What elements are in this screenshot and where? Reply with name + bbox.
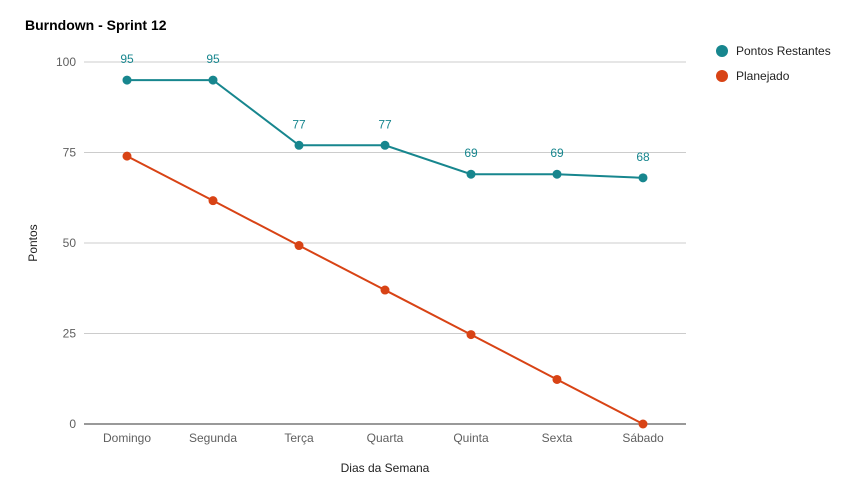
data-label: 95 bbox=[120, 52, 134, 66]
data-point bbox=[638, 173, 648, 183]
chart-title: Burndown - Sprint 12 bbox=[25, 17, 167, 33]
series-group: 95 95 77 77 69 69 68 bbox=[120, 52, 650, 429]
data-point bbox=[552, 169, 562, 179]
legend-marker bbox=[716, 70, 728, 82]
x-tick-label: Sexta bbox=[542, 431, 573, 445]
legend-item: Pontos Restantes bbox=[716, 44, 831, 58]
series-1 bbox=[122, 151, 648, 429]
data-label: 69 bbox=[464, 146, 478, 160]
x-axis-title: Dias da Semana bbox=[341, 461, 430, 475]
x-tick-label: Quarta bbox=[367, 431, 404, 445]
data-label: 77 bbox=[292, 117, 306, 131]
data-point bbox=[208, 75, 218, 85]
x-tick-label: Quinta bbox=[453, 431, 489, 445]
grid-lines bbox=[84, 61, 686, 334]
data-point bbox=[638, 419, 648, 429]
data-point bbox=[552, 374, 562, 384]
data-point bbox=[208, 196, 218, 206]
x-tick-label: Sábado bbox=[622, 431, 664, 445]
data-point bbox=[380, 285, 390, 295]
data-point bbox=[466, 330, 476, 340]
x-tick-label: Domingo bbox=[103, 431, 151, 445]
y-tick-label: 50 bbox=[63, 236, 77, 250]
data-point bbox=[294, 241, 304, 251]
legend-item: Planejado bbox=[716, 69, 790, 83]
x-axis-ticks: Domingo Segunda Terça Quarta Quinta Sexta Sába… bbox=[103, 431, 664, 445]
legend-label: Planejado bbox=[736, 69, 790, 83]
y-tick-label: 100 bbox=[56, 55, 76, 69]
data-point bbox=[294, 140, 304, 150]
x-tick-label: Segunda bbox=[189, 431, 237, 445]
y-tick-label: 25 bbox=[63, 327, 77, 341]
data-point bbox=[380, 140, 390, 150]
data-point bbox=[122, 75, 132, 85]
y-axis-ticks: 0 25 50 75 100 bbox=[56, 55, 76, 431]
legend-marker bbox=[716, 45, 728, 57]
data-label: 69 bbox=[550, 146, 564, 160]
data-label: 68 bbox=[636, 150, 650, 164]
y-tick-label: 0 bbox=[69, 417, 76, 431]
legend: Pontos Restantes Planejado bbox=[716, 44, 831, 83]
legend-label: Pontos Restantes bbox=[736, 44, 831, 58]
data-label: 95 bbox=[206, 52, 220, 66]
y-tick-label: 75 bbox=[63, 146, 77, 160]
data-label: 77 bbox=[378, 117, 392, 131]
y-axis-title: Pontos bbox=[26, 224, 40, 261]
series-0: 95 95 77 77 69 69 68 bbox=[120, 52, 650, 183]
x-tick-label: Terça bbox=[284, 431, 314, 445]
data-point bbox=[466, 169, 476, 179]
data-point bbox=[122, 151, 132, 161]
